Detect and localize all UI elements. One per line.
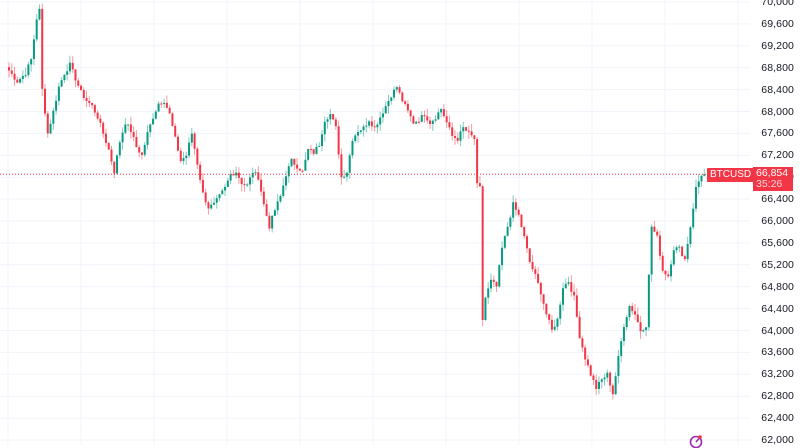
price-tick-label: 66,400 [761, 193, 794, 206]
price-axis[interactable]: 70,000 69,600 69,200 68,800 68,400 68,000 67,6… [750, 0, 800, 446]
price-tick-label: 62,800 [761, 390, 794, 403]
grid-lines [0, 0, 750, 445]
last-price-value: 66,854 [756, 167, 789, 179]
price-tick-label: 67,200 [761, 149, 794, 162]
price-tick-label: 68,800 [761, 61, 794, 74]
price-tick-label: 63,600 [761, 346, 794, 359]
candles [8, 3, 706, 400]
symbol-tag: BTCUSD [707, 168, 755, 182]
price-tick-label: 69,600 [761, 17, 794, 30]
price-tick-label: 69,200 [761, 39, 794, 52]
price-tick-label: 64,400 [761, 302, 794, 315]
price-tick-label: 67,600 [761, 127, 794, 140]
price-tick-label: 68,000 [761, 105, 794, 118]
price-tick-label: 62,000 [761, 434, 794, 446]
price-tick-label: 66,000 [761, 215, 794, 227]
price-tick-label: 68,400 [761, 83, 794, 96]
price-tick-label: 62,400 [761, 412, 794, 425]
bar-countdown: 35:26 [756, 178, 783, 190]
price-tick-label: 65,200 [761, 258, 794, 271]
price-tick-label: 65,600 [761, 236, 794, 249]
candlestick-plot[interactable] [0, 0, 750, 445]
price-tick-label: 64,800 [761, 280, 794, 293]
price-tick-label: 64,000 [761, 324, 794, 337]
last-price-tag: 66,854 35:26 [753, 167, 793, 191]
price-tick-label: 70,000 [761, 0, 794, 8]
tradingview-logo-icon[interactable] [689, 434, 703, 448]
price-tick-label: 63,200 [761, 368, 794, 381]
